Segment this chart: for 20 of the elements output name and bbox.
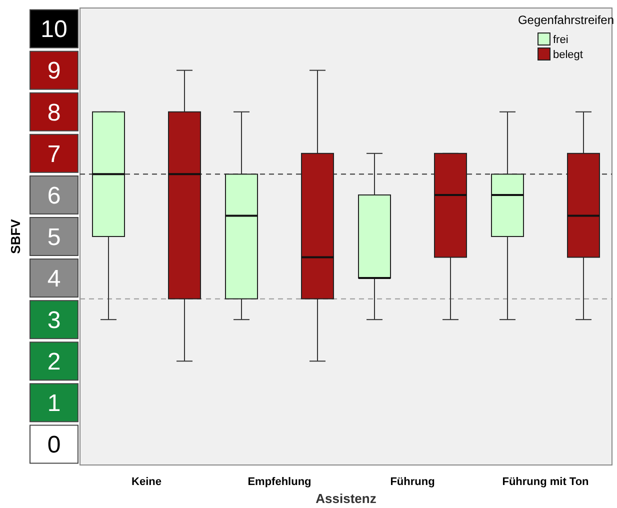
y-tick-label: 10 (40, 16, 68, 44)
x-tick-label: Empfehlung (248, 476, 312, 488)
y-tick-label: 7 (47, 140, 61, 168)
y-tick-label: 0 (47, 432, 61, 459)
y-tick-label: 6 (47, 182, 61, 210)
x-tick-label: Keine (132, 476, 162, 488)
x-tick-label: Führung (390, 476, 435, 488)
y-tick-label: 9 (47, 58, 61, 85)
y-tick-label: 2 (47, 348, 61, 376)
legend-title: Gegenfahrstreifen (518, 13, 614, 27)
y-tick-label: 5 (47, 224, 61, 251)
legend-label: belegt (553, 49, 583, 61)
legend-label: frei (553, 34, 568, 46)
y-axis-title: SBFV (8, 218, 23, 254)
y-tick-label: 4 (47, 265, 61, 292)
y-tick-label: 1 (47, 390, 61, 418)
y-tick-label: 8 (47, 99, 61, 126)
x-axis-title: Assistenz (316, 491, 377, 506)
x-tick-label: Führung mit Ton (502, 476, 590, 488)
y-tick-label: 3 (47, 306, 61, 334)
